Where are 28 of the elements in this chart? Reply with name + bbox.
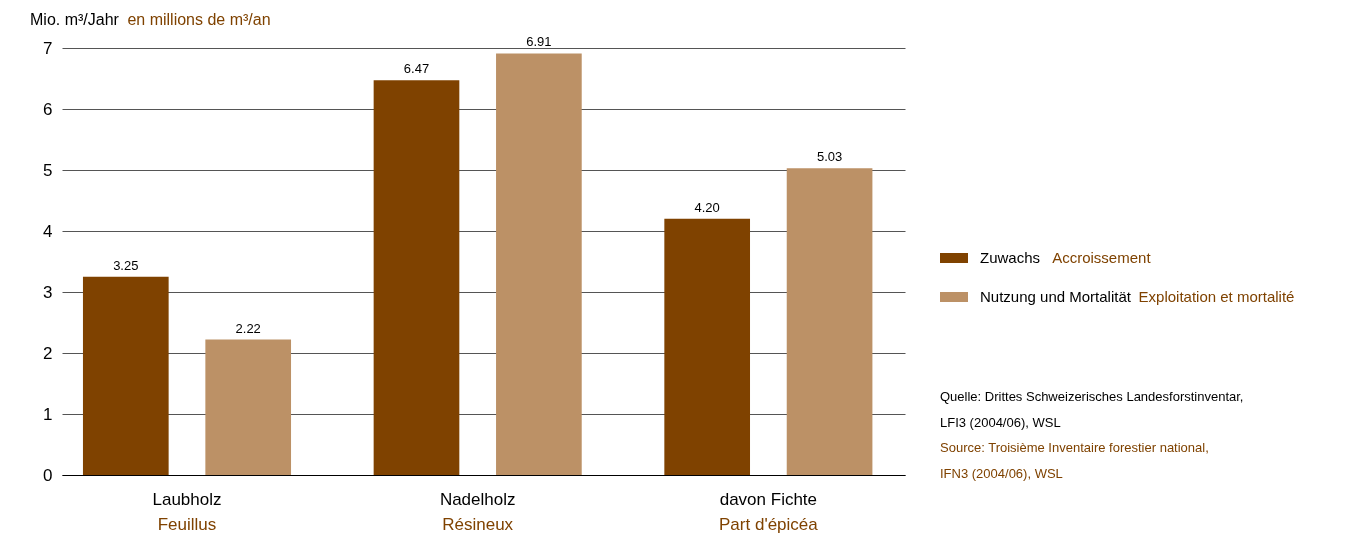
data-label: 3.25 [113,257,139,273]
y-tick-label: 3 [43,282,53,302]
y-tick-label: 0 [43,465,53,485]
y-tick-label: 6 [43,99,53,119]
y-tick-label: 2 [43,343,53,363]
data-label: 6.91 [526,34,552,50]
y-tick-label: 7 [43,38,53,58]
category-label: Nadelholz Résineux [439,490,516,534]
y-tick-label: 4 [43,221,53,241]
category-label: davon Fichte Part d'épicéa [719,490,818,534]
bar [82,276,169,475]
data-label: 6.47 [403,61,430,77]
bar [205,339,292,475]
legend-label: Nutzung und Mortalität Exploitation et mortalité [980,288,1295,305]
legend-label: Zuwachs Accroissement [980,249,1152,266]
bar [496,53,582,475]
data-label: 4.20 [694,199,720,215]
data-label: 2.22 [235,320,261,336]
bar [373,80,460,475]
data-label: 5.03 [816,149,843,165]
category-label: Laubholz Feuillus [152,490,222,534]
bar [786,168,873,475]
source-note: Source: Troisième Inventaire forestier national, IFN3 (2004/06), WSL [940,440,1209,481]
bar [664,218,751,475]
y-axis-title: Mio. m³/Jahr en millions de m³/an [30,11,271,28]
y-tick-label: 1 [43,404,53,424]
y-tick-label: 5 [43,160,53,180]
source-note: Quelle: Drittes Schweizerisches Landesforstinventar, LFI3 (2004/06), WSL [940,389,1244,430]
